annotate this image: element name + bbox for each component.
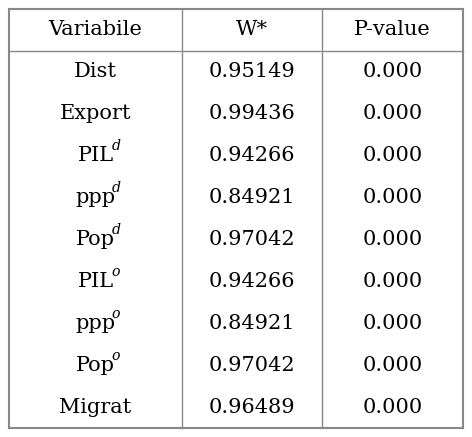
Text: 0.99436: 0.99436 bbox=[209, 104, 295, 123]
Text: Pop: Pop bbox=[76, 356, 115, 375]
Text: ppp: ppp bbox=[76, 188, 116, 207]
Text: Migrat: Migrat bbox=[59, 398, 132, 417]
Text: 0.000: 0.000 bbox=[362, 104, 422, 123]
Text: 0.94266: 0.94266 bbox=[209, 146, 295, 165]
Text: d: d bbox=[111, 223, 120, 237]
Text: 0.94266: 0.94266 bbox=[209, 272, 295, 291]
Text: 0.000: 0.000 bbox=[362, 62, 422, 81]
Text: PIL: PIL bbox=[77, 146, 114, 165]
Text: 0.000: 0.000 bbox=[362, 398, 422, 417]
Text: 0.95149: 0.95149 bbox=[209, 62, 295, 81]
Text: 0.000: 0.000 bbox=[362, 314, 422, 333]
Text: P-value: P-value bbox=[354, 20, 431, 39]
Text: 0.000: 0.000 bbox=[362, 230, 422, 249]
Text: PIL: PIL bbox=[77, 272, 114, 291]
Text: o: o bbox=[111, 265, 120, 279]
Text: d: d bbox=[111, 181, 120, 195]
Text: 0.000: 0.000 bbox=[362, 188, 422, 207]
Text: 0.84921: 0.84921 bbox=[209, 314, 295, 333]
Text: ppp: ppp bbox=[76, 314, 116, 333]
Text: Variabile: Variabile bbox=[49, 20, 143, 39]
Text: Dist: Dist bbox=[74, 62, 117, 81]
Text: Pop: Pop bbox=[76, 230, 115, 249]
Text: d: d bbox=[111, 139, 120, 153]
Text: 0.000: 0.000 bbox=[362, 272, 422, 291]
Text: 0.000: 0.000 bbox=[362, 146, 422, 165]
Text: 0.97042: 0.97042 bbox=[209, 356, 295, 375]
Text: o: o bbox=[111, 349, 120, 363]
Text: o: o bbox=[111, 307, 120, 321]
Text: 0.000: 0.000 bbox=[362, 356, 422, 375]
Text: 0.97042: 0.97042 bbox=[209, 230, 295, 249]
Text: Export: Export bbox=[60, 104, 131, 123]
Text: 0.84921: 0.84921 bbox=[209, 188, 295, 207]
Text: W*: W* bbox=[236, 20, 268, 39]
Text: 0.96489: 0.96489 bbox=[209, 398, 295, 417]
